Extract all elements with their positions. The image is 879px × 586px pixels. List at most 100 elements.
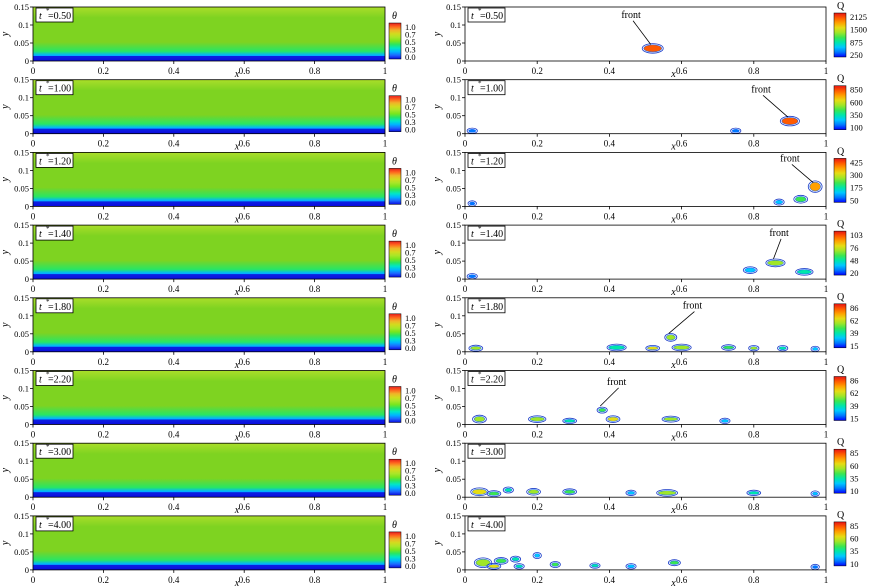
time-label-box	[467, 225, 506, 241]
y-tick-label: 0.05	[14, 111, 29, 121]
time-label-star: *	[478, 80, 482, 88]
colorbar-tick-label: 0.0	[405, 197, 416, 207]
y-axis-label: y	[432, 177, 443, 183]
time-label-value: =0.50	[48, 11, 71, 22]
x-tick-label: 0	[463, 66, 468, 76]
contour-outline-5	[562, 417, 578, 424]
y-tick-label: 0.15	[446, 438, 461, 448]
temperature-field	[33, 79, 385, 134]
x-tick-label: 0.8	[748, 139, 760, 149]
colorbar	[388, 458, 402, 496]
contour-outline-9	[625, 489, 637, 496]
front-annotation: front	[780, 153, 800, 164]
colorbar	[833, 85, 847, 130]
x-tick-label: 0.4	[168, 575, 180, 585]
colorbar-tick-label: 1.0	[405, 531, 416, 541]
y-tick-label: 0.1	[450, 456, 461, 466]
colorbar-tick-label: 100	[850, 123, 863, 133]
plot-background	[465, 443, 826, 498]
x-axis-label: x	[234, 69, 240, 80]
x-tick-label: 0.8	[748, 430, 760, 440]
time-label-value: =1.00	[48, 84, 71, 95]
time-label-symbol: t	[471, 375, 474, 386]
colorbar	[388, 313, 402, 351]
time-label: t *=0.50	[35, 7, 74, 23]
time-label: t *=3.00	[35, 443, 74, 459]
contour-outline-1	[596, 406, 608, 414]
contour-blob-9	[669, 560, 680, 565]
contour-outline-1	[765, 258, 786, 268]
y-tick-label: 0.15	[14, 2, 29, 12]
time-label: t *=1.00	[35, 80, 74, 96]
x-tick-label: 0.6	[239, 211, 251, 221]
y-tick-label: 0.15	[14, 220, 29, 230]
colorbar-tick-label: 0.5	[405, 328, 416, 338]
x-tick-label: 0.6	[676, 502, 688, 512]
x-tick-label: 1	[383, 502, 388, 512]
x-tick-label: 0	[31, 139, 36, 149]
temperature-field	[33, 370, 385, 425]
x-tick-label: 1	[824, 66, 829, 76]
colorbar-tick-label: 0.5	[405, 182, 416, 192]
contour-blob-9	[627, 491, 635, 495]
y-axis-label: y	[0, 104, 11, 110]
contour-outline-1	[656, 489, 679, 497]
x-tick-label: 0.6	[676, 211, 688, 221]
colorbar-tick-label: 20	[850, 268, 859, 278]
contour-blob-3	[731, 129, 740, 133]
plot-frame	[464, 442, 827, 498]
contour-blob-4	[488, 564, 500, 569]
x-tick-label: 1	[383, 66, 388, 76]
time-label-value: =3.00	[480, 447, 503, 458]
plot-frame	[32, 370, 386, 425]
plot-frame	[464, 151, 827, 207]
contour-blob-3	[608, 345, 625, 350]
time-label-star: *	[46, 152, 50, 160]
y-tick-label: 0.05	[14, 402, 29, 412]
colorbar-tick-label: 60	[850, 534, 859, 544]
time-label-symbol: t	[39, 156, 42, 167]
colorbar	[833, 448, 847, 494]
y-axis-label: y	[432, 104, 443, 110]
time-label-value: =4.00	[48, 520, 71, 531]
x-tick-label: 0.2	[532, 357, 543, 367]
x-tick-label: 1	[824, 211, 829, 221]
y-tick-label: 0	[457, 56, 461, 66]
y-tick-label: 0.1	[18, 93, 29, 103]
colorbar-tick-label: 0.0	[405, 125, 416, 135]
plot-frame	[464, 297, 827, 353]
x-tick-label: 0.4	[168, 211, 180, 221]
x-axis-label: x	[234, 287, 240, 298]
y-tick-label: 0.05	[14, 256, 29, 266]
contour-blob-3	[775, 200, 783, 205]
x-tick-label: 1	[824, 502, 829, 512]
x-tick-label: 0.4	[168, 284, 180, 294]
x-tick-label: 0.2	[98, 575, 109, 585]
colorbar-tick-label: 0.0	[405, 416, 416, 426]
colorbar-title: Q	[837, 510, 845, 521]
front-annotation: front	[769, 228, 789, 239]
contour-blob-4	[504, 487, 513, 493]
contour-outline-9	[667, 559, 681, 567]
contour-blob-7	[748, 491, 760, 495]
x-tick-label: 0.4	[604, 139, 616, 149]
colorbar-tick-label: 1.0	[405, 22, 416, 32]
contour-outline-2	[793, 194, 809, 204]
contour-blob-1	[475, 558, 491, 567]
contour-outline-3	[773, 198, 785, 206]
contour-blob-10	[534, 553, 541, 558]
colorbar-tick-label: 0.7	[405, 102, 416, 112]
colorbar-tick-label: 1.0	[405, 386, 416, 396]
plot-frame	[464, 370, 827, 425]
y-axis-label: y	[432, 467, 443, 473]
time-label-star: *	[46, 443, 50, 451]
time-label: t *=4.00	[35, 516, 74, 532]
time-label-value: =1.20	[48, 156, 71, 167]
colorbar-tick-label: 15	[850, 414, 859, 424]
x-tick-label: 1	[383, 211, 388, 221]
time-label-value: =1.40	[480, 229, 503, 240]
temperature-field	[33, 225, 385, 280]
time-label-symbol: t	[471, 302, 474, 313]
